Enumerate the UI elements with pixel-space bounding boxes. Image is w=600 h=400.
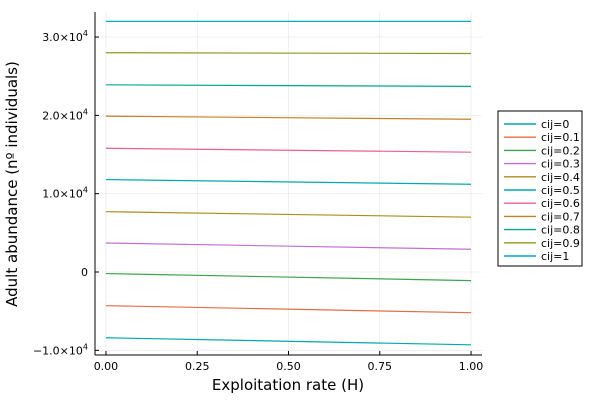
ticks-layer: 0.00 0.25 0.50 0.75 1.00−1.0×10401.0×1042.0×… [33, 29, 483, 373]
x-tick-label: 1.00 [459, 360, 484, 373]
legend-label: cij=0.3 [541, 158, 580, 171]
series-line [105, 211, 472, 218]
y-tick-exponent: 4 [83, 107, 88, 116]
series-line [105, 305, 472, 314]
series-line [105, 242, 472, 250]
x-tick-label: 0.25 [185, 360, 210, 373]
legend-label: cij=0.6 [541, 197, 580, 210]
legend: cij=0cij=0.1cij=0.2cij=0.3cij=0.4cij=0.5… [497, 110, 583, 267]
series-line [105, 52, 472, 55]
legend-label: cij=0.2 [541, 144, 580, 157]
y-tick-label: 3.0×104 [42, 29, 88, 44]
y-tick-exponent: 4 [83, 186, 88, 195]
y-tick-exponent: 4 [83, 29, 88, 38]
grid-layer [95, 12, 482, 355]
y-tick-exponent: 4 [83, 342, 88, 351]
y-tick-mantissa: 0 [81, 266, 88, 279]
x-tick-label: 0.75 [368, 360, 393, 373]
y-tick-label: −1.0×104 [33, 342, 88, 357]
legend-label: cij=0.9 [541, 237, 580, 250]
x-tick-label: 0.50 [276, 360, 301, 373]
y-tick-mantissa: 2.0×10 [42, 109, 83, 122]
y-tick-label: 1.0×104 [42, 186, 88, 201]
series-line [105, 178, 472, 185]
legend-label: cij=0.8 [541, 224, 580, 237]
legend-label: cij=0.4 [541, 171, 580, 184]
y-tick-mantissa: 3.0×10 [42, 31, 83, 44]
y-axis-label: Adult abundance (nº individuals) [3, 61, 21, 307]
series-line [105, 115, 472, 120]
y-tick-label: 0 [81, 266, 88, 279]
series-line [105, 272, 472, 282]
series-layer [105, 20, 472, 346]
series-line [105, 337, 472, 346]
legend-label: cij=1 [541, 250, 569, 263]
series-line [105, 84, 472, 87]
y-tick-mantissa: 1.0×10 [42, 188, 83, 201]
x-tick-label: 0.00 [94, 360, 119, 373]
legend-label: cij=0.1 [541, 131, 580, 144]
legend-label: cij=0 [541, 118, 569, 131]
x-axis-label: Exploitation rate (H) [212, 376, 364, 394]
y-tick-mantissa: −1.0×10 [33, 344, 83, 357]
legend-label: cij=0.7 [541, 210, 580, 223]
y-tick-label: 2.0×104 [42, 107, 88, 122]
series-line [105, 147, 472, 153]
legend-label: cij=0.5 [541, 184, 580, 197]
